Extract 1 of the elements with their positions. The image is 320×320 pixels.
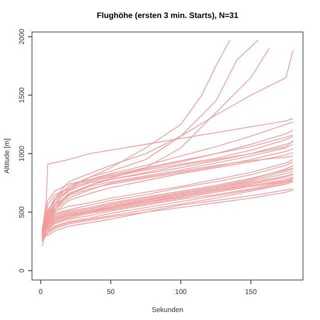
chart-title: Flughöhe (ersten 3 min. Starts), N=31 bbox=[96, 11, 239, 20]
